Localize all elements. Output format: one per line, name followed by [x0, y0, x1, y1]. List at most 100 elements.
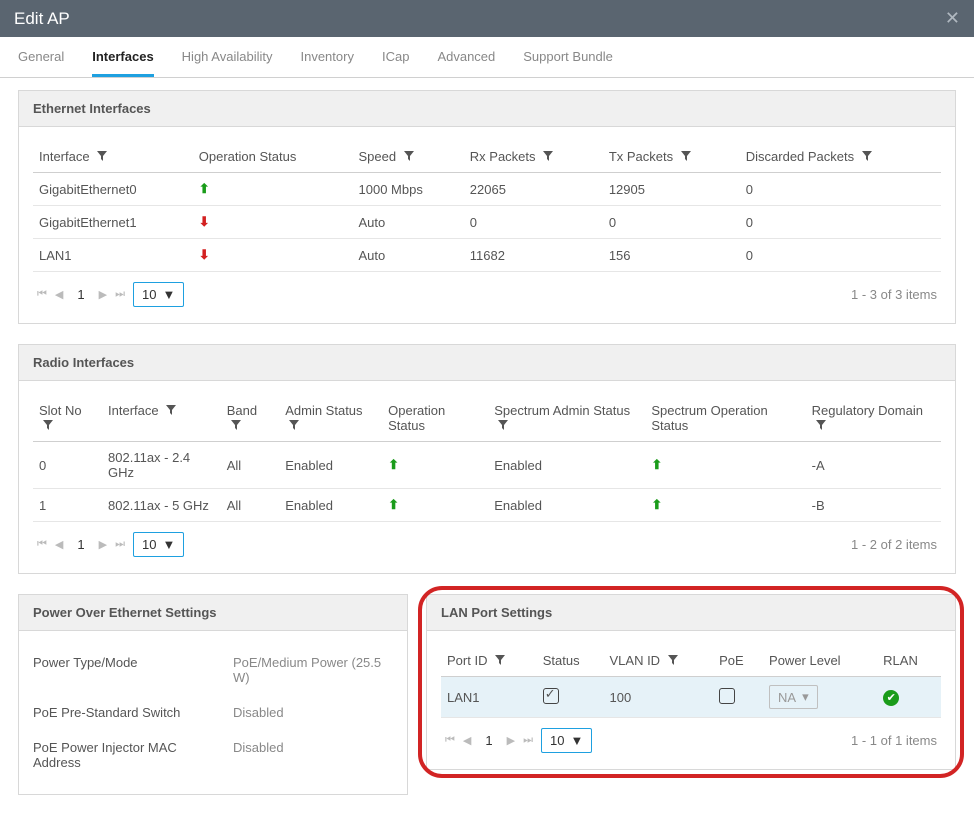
filter-icon[interactable] [668, 653, 678, 668]
col-operation-status[interactable]: Operation Status [382, 395, 488, 442]
col-band[interactable]: Band [221, 395, 279, 442]
power-level-select[interactable]: NA ▾ [769, 685, 818, 709]
pager-last-icon[interactable]: ⏭ [115, 288, 125, 301]
col-spectrum-admin-status[interactable]: Spectrum Admin Status [488, 395, 645, 442]
chevron-down-icon: ▼ [162, 537, 175, 552]
filter-icon[interactable] [166, 403, 176, 418]
col-interface[interactable]: Interface [102, 395, 221, 442]
table-row[interactable]: GigabitEthernet0⬆1000 Mbps22065129050 [33, 173, 941, 206]
filter-icon[interactable] [289, 418, 299, 433]
col-status[interactable]: Status [537, 645, 604, 677]
tab-advanced[interactable]: Advanced [437, 49, 495, 77]
col-vlan-id[interactable]: VLAN ID [604, 645, 714, 677]
table-row[interactable]: 1802.11ax - 5 GHzAllEnabled⬆Enabled⬆-B [33, 489, 941, 522]
filter-icon[interactable] [404, 149, 414, 164]
page-size-select[interactable]: 10 ▼ [133, 282, 184, 307]
kv-value: PoE/Medium Power (25.5 W) [233, 655, 393, 685]
ethernet-panel-title: Ethernet Interfaces [19, 91, 955, 127]
table-row[interactable]: LAN1 100 NA ▾ ✔ [441, 677, 941, 718]
pager-info: 1 - 2 of 2 items [851, 537, 937, 552]
lan-table: Port ID StatusVLAN ID PoEPower LevelRLAN… [441, 645, 941, 718]
poe-checkbox[interactable] [719, 688, 735, 704]
filter-icon[interactable] [862, 149, 872, 164]
pager-last-icon[interactable]: ⏭ [115, 538, 125, 551]
tab-icap[interactable]: ICap [382, 49, 409, 77]
kv-key: Power Type/Mode [33, 655, 213, 685]
col-interface[interactable]: Interface [33, 141, 193, 173]
kv-row: PoE Pre-Standard SwitchDisabled [33, 695, 393, 730]
pager-page: 1 [71, 537, 90, 552]
pager-next-icon[interactable]: ▶ [507, 734, 515, 747]
col-admin-status[interactable]: Admin Status [279, 395, 382, 442]
chevron-down-icon: ▾ [802, 689, 809, 705]
kv-value: Disabled [233, 705, 284, 720]
pager-last-icon[interactable]: ⏭ [523, 734, 533, 747]
modal-title: Edit AP [14, 9, 70, 29]
tab-interfaces[interactable]: Interfaces [92, 49, 153, 77]
lan-port-settings-panel: LAN Port Settings Port ID StatusVLAN ID … [426, 594, 956, 770]
page-size-select[interactable]: 10 ▼ [541, 728, 592, 753]
lan-port-id: LAN1 [441, 677, 537, 718]
pager-first-icon[interactable]: ⏮ [445, 734, 455, 747]
table-row[interactable]: GigabitEthernet1⬇Auto000 [33, 206, 941, 239]
filter-icon[interactable] [498, 418, 508, 433]
filter-icon[interactable] [681, 149, 691, 164]
pager-info: 1 - 1 of 1 items [851, 733, 937, 748]
pager-first-icon[interactable]: ⏮ [37, 538, 47, 551]
pager-next-icon[interactable]: ▶ [99, 288, 107, 301]
col-rlan[interactable]: RLAN [877, 645, 941, 677]
col-operation-status[interactable]: Operation Status [193, 141, 353, 173]
tab-support-bundle[interactable]: Support Bundle [523, 49, 613, 77]
tab-inventory[interactable]: Inventory [300, 49, 353, 77]
radio-interfaces-panel: Radio Interfaces Slot No Interface Band … [18, 344, 956, 574]
ethernet-interfaces-panel: Ethernet Interfaces Interface Operation … [18, 90, 956, 324]
pager-prev-icon[interactable]: ◀ [55, 538, 63, 551]
radio-pager: ⏮ ◀ 1 ▶ ⏭ 10 ▼ 1 - 2 of 2 items [33, 522, 941, 559]
col-slot-no[interactable]: Slot No [33, 395, 102, 442]
pager-first-icon[interactable]: ⏮ [37, 288, 47, 301]
page-size-select[interactable]: 10 ▼ [133, 532, 184, 557]
col-tx-packets[interactable]: Tx Packets [603, 141, 740, 173]
filter-icon[interactable] [816, 418, 826, 433]
col-power-level[interactable]: Power Level [763, 645, 877, 677]
status-down-icon: ⬇ [199, 247, 210, 262]
lan-pager: ⏮ ◀ 1 ▶ ⏭ 10 ▼ 1 - 1 of 1 items [441, 718, 941, 755]
pager-prev-icon[interactable]: ◀ [463, 734, 471, 747]
pager-page: 1 [71, 287, 90, 302]
kv-row: PoE Power Injector MAC Address Disabled [33, 730, 393, 780]
filter-icon[interactable] [43, 418, 53, 433]
status-checkbox[interactable] [543, 688, 559, 704]
status-up-icon: ⬆ [651, 457, 662, 472]
kv-value: Disabled [233, 740, 284, 770]
pager-page: 1 [479, 733, 498, 748]
pager-prev-icon[interactable]: ◀ [55, 288, 63, 301]
radio-panel-title: Radio Interfaces [19, 345, 955, 381]
kv-key: PoE Power Injector MAC Address [33, 740, 213, 770]
col-discarded-packets[interactable]: Discarded Packets [740, 141, 941, 173]
filter-icon[interactable] [231, 418, 241, 433]
status-down-icon: ⬇ [199, 214, 210, 229]
table-row[interactable]: LAN1⬇Auto116821560 [33, 239, 941, 272]
close-icon[interactable]: ✕ [945, 8, 960, 29]
col-regulatory-domain[interactable]: Regulatory Domain [806, 395, 941, 442]
lan-vlan: 100 [604, 677, 714, 718]
tab-general[interactable]: General [18, 49, 64, 77]
pager-next-icon[interactable]: ▶ [99, 538, 107, 551]
col-poe[interactable]: PoE [713, 645, 763, 677]
table-row[interactable]: 0802.11ax - 2.4 GHzAllEnabled⬆Enabled⬆-A [33, 442, 941, 489]
filter-icon[interactable] [97, 149, 107, 164]
col-spectrum-operation-status[interactable]: Spectrum Operation Status [645, 395, 805, 442]
rlan-ok-icon: ✔ [883, 690, 899, 706]
chevron-down-icon: ▼ [162, 287, 175, 302]
col-speed[interactable]: Speed [353, 141, 464, 173]
col-port-id[interactable]: Port ID [441, 645, 537, 677]
col-rx-packets[interactable]: Rx Packets [464, 141, 603, 173]
modal-header: Edit AP ✕ [0, 0, 974, 37]
poe-panel-title: Power Over Ethernet Settings [19, 595, 407, 631]
pager-info: 1 - 3 of 3 items [851, 287, 937, 302]
filter-icon[interactable] [495, 653, 505, 668]
ethernet-pager: ⏮ ◀ 1 ▶ ⏭ 10 ▼ 1 - 3 of 3 items [33, 272, 941, 309]
filter-icon[interactable] [543, 149, 553, 164]
chevron-down-icon: ▼ [570, 733, 583, 748]
tab-high-availability[interactable]: High Availability [182, 49, 273, 77]
